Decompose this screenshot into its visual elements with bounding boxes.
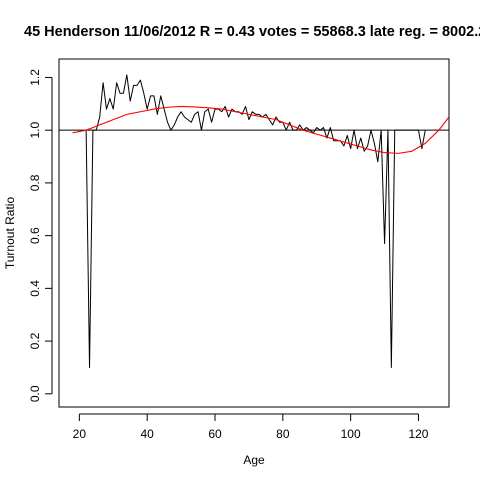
x-axis: 20 40 60 80 100 120 [73,413,429,441]
plot-frame [58,58,450,408]
y-tick-label: 0.4 [28,280,42,297]
x-tick-label: 100 [341,427,361,441]
y-tick-label: 1.0 [28,122,42,139]
y-tick-label: 1.2 [28,69,42,86]
y-tick-label: 0.8 [28,174,42,191]
y-tick-label: 0.2 [28,332,42,349]
y-tick-label: 0.6 [28,227,42,244]
x-tick-label: 80 [276,427,290,441]
y-axis-label: Turnout Ratio [3,197,17,270]
x-tick-label: 20 [73,427,87,441]
x-axis-label: Age [243,453,265,467]
observed-series-line [85,74,426,368]
x-tick-label: 120 [408,427,428,441]
plot-content [59,74,450,368]
x-tick-label: 60 [208,427,222,441]
x-tick-label: 40 [140,427,154,441]
y-axis: 0.0 0.2 0.4 0.6 0.8 1.0 1.2 [28,69,53,402]
fit-series-line [72,105,450,154]
chart-title: 45 Henderson 11/06/2012 R = 0.43 votes =… [24,24,480,40]
y-tick-label: 0.0 [28,385,42,402]
